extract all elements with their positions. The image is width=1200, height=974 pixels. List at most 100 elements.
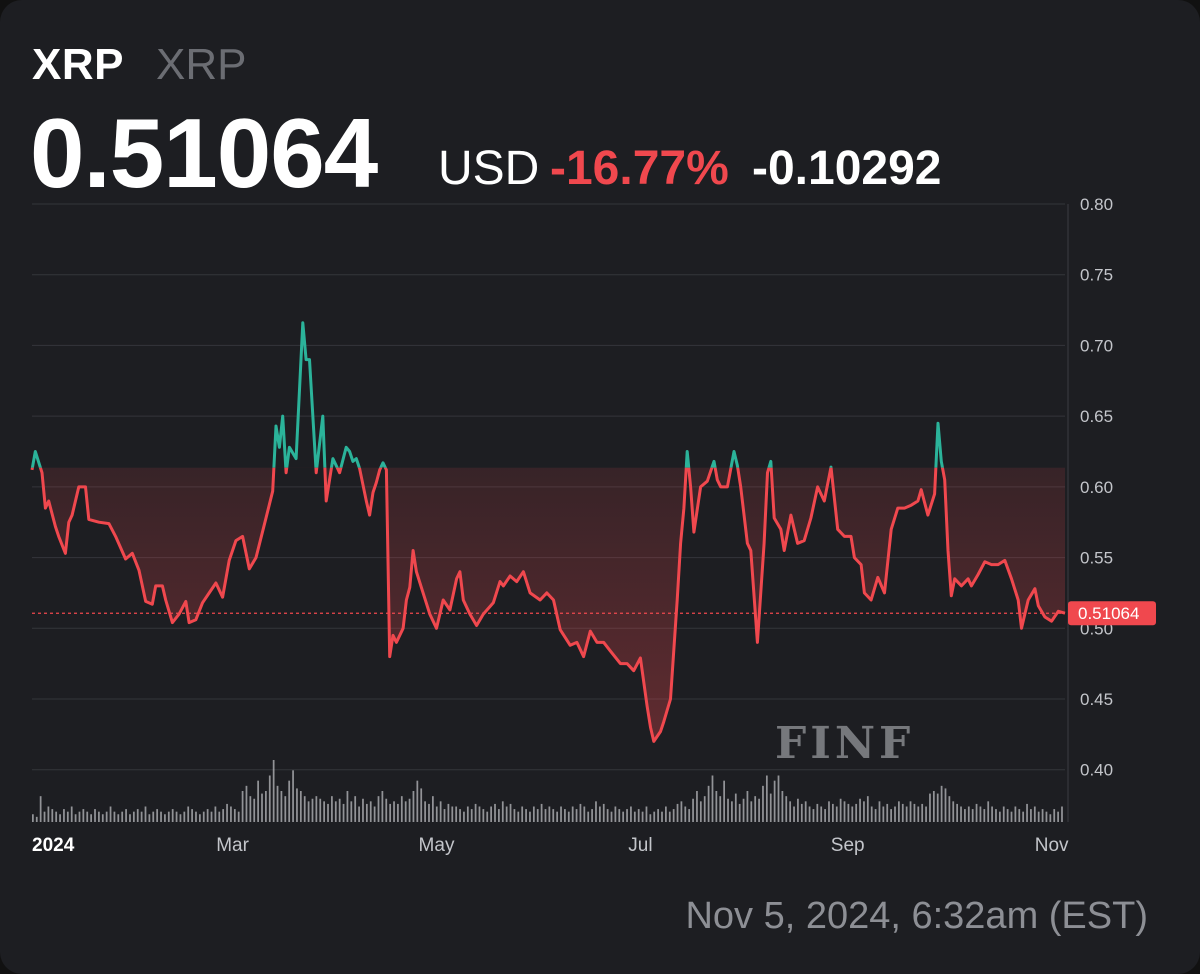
volume-bar: [940, 785, 943, 822]
volume-bar: [544, 809, 547, 822]
volume-bar: [583, 806, 586, 822]
volume-bar: [226, 803, 228, 822]
volume-bar: [233, 809, 236, 822]
volume-bar: [1018, 809, 1021, 822]
volume-bar: [299, 791, 302, 822]
volume-bar: [373, 806, 376, 822]
volume-bar: [909, 801, 912, 822]
y-tick-label: 0.80: [1080, 195, 1113, 214]
price-area-fill: [32, 467, 1065, 742]
volume-bar: [680, 801, 683, 822]
volume-bar: [971, 809, 974, 822]
volume-bar: [703, 796, 706, 822]
volume-bar: [610, 811, 613, 822]
volume-bar: [113, 811, 116, 822]
volume-bar: [136, 809, 139, 822]
volume-bar: [929, 793, 931, 822]
volume-bar: [979, 806, 982, 822]
volume-bar: [894, 806, 896, 822]
volume-bar: [925, 806, 927, 822]
volume-bar: [878, 801, 881, 822]
volume-bar: [762, 785, 764, 822]
volume-bar: [140, 811, 143, 822]
volume-bar: [598, 806, 601, 822]
volume-bar: [890, 809, 892, 822]
volume-bar: [552, 809, 555, 822]
volume-bar: [214, 806, 217, 822]
volume-bar: [428, 803, 430, 822]
volume-bar: [913, 803, 916, 822]
volume-bar: [960, 806, 962, 822]
volume-bar: [431, 796, 434, 822]
volume-bar: [633, 811, 636, 822]
volume-bar: [505, 806, 508, 822]
volume-bar: [466, 806, 469, 822]
volume-bar: [738, 803, 741, 822]
volume-bar: [622, 811, 625, 822]
volume-bar: [474, 803, 477, 822]
current-price-badge: [1068, 601, 1156, 626]
volume-bar: [156, 809, 159, 822]
volume-bar: [338, 798, 341, 822]
volume-bar: [808, 806, 811, 822]
volume-bar: [672, 809, 675, 822]
volume-bar: [843, 801, 846, 822]
volume-bar: [404, 801, 407, 822]
volume-bar: [707, 785, 710, 822]
volume-bar: [307, 801, 310, 822]
volume-bar: [587, 811, 590, 822]
volume-bar: [1033, 806, 1036, 822]
volume-bar: [303, 796, 306, 822]
volume-bar: [851, 806, 854, 822]
current-price-badge-label: 0.51064: [1078, 604, 1139, 623]
volume-bar: [816, 803, 819, 822]
volume-bar: [719, 796, 722, 822]
volume-bar: [742, 798, 745, 822]
volume-bar: [292, 770, 294, 822]
volume-bar: [688, 809, 691, 822]
volume-bar: [797, 798, 799, 822]
volume-bar: [521, 806, 524, 822]
change-percent: -16.77%: [550, 142, 729, 195]
volume-bar: [498, 809, 500, 822]
volume-bar: [459, 809, 461, 822]
y-tick-label: 0.75: [1080, 266, 1113, 285]
volume-bar: [59, 814, 61, 822]
volume-bar: [439, 801, 442, 822]
y-tick-label: 0.60: [1080, 478, 1113, 497]
x-tick-label: Jul: [628, 835, 652, 856]
volume-bar: [257, 780, 259, 822]
volume-bar: [734, 793, 737, 822]
volume-bar: [831, 803, 834, 822]
volume-bar: [148, 814, 151, 822]
volume-bar: [101, 814, 104, 822]
volume-bars: [32, 760, 1063, 822]
volume-bar: [393, 801, 395, 822]
volume-bar: [323, 801, 326, 822]
volume-bar: [944, 788, 947, 822]
volume-bar: [758, 798, 760, 822]
volume-bar: [529, 811, 531, 822]
volume-bar: [272, 760, 275, 822]
volume-bar: [711, 775, 714, 822]
volume-bar: [932, 791, 935, 822]
volume-bar: [494, 803, 496, 822]
volume-bar: [342, 803, 345, 822]
volume-bar: [800, 803, 803, 822]
volume-bar: [532, 806, 535, 822]
volume-bar: [117, 814, 120, 822]
volume-bar: [70, 806, 73, 822]
volume-bar: [82, 809, 85, 822]
volume-bar: [1049, 814, 1052, 822]
volume-bar: [540, 803, 543, 822]
volume-bar: [47, 806, 50, 822]
change-absolute: -0.10292: [752, 142, 942, 195]
volume-bar: [296, 788, 298, 822]
volume-bar: [420, 788, 423, 822]
volume-bar: [630, 806, 632, 822]
volume-bar: [661, 811, 663, 822]
asset-ticker: XRP: [156, 40, 247, 89]
volume-bar: [509, 803, 512, 822]
volume-bar: [167, 811, 170, 822]
